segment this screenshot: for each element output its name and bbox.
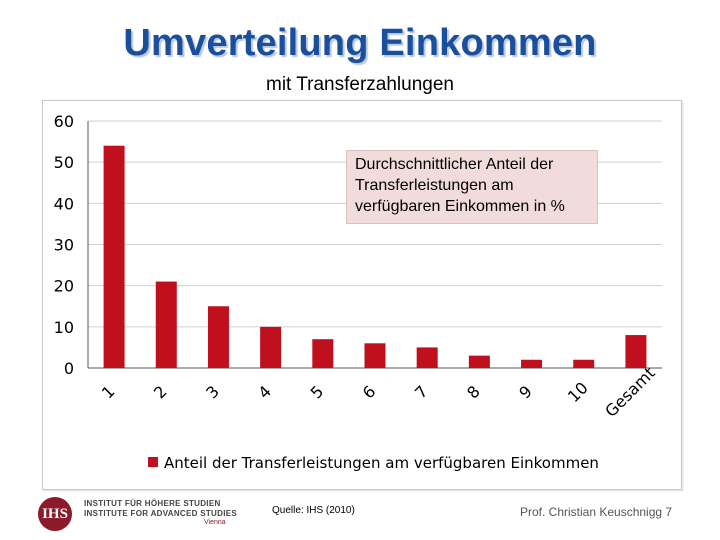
- bar-8: [468, 355, 490, 368]
- x-tick-label-2: 2: [150, 382, 171, 403]
- annotation-line-2: Transferleistungen am: [355, 177, 514, 194]
- bar-10: [573, 359, 595, 368]
- legend-label: Anteil der Transferleistungen am verfügb…: [164, 454, 599, 472]
- bar-3: [207, 306, 229, 368]
- bar-2: [155, 281, 177, 368]
- bar-1: [103, 145, 125, 368]
- y-tick-label-40: 40: [54, 194, 74, 213]
- slide-subtitle: mit Transferzahlungen: [266, 74, 454, 95]
- source-note: Quelle: IHS (2010): [272, 505, 355, 516]
- x-tick-label-3: 3: [202, 382, 223, 403]
- y-tick-label-30: 30: [54, 236, 74, 255]
- x-tick-label-10: 10: [564, 378, 592, 406]
- bar-6: [364, 343, 386, 368]
- bar-Gesamt: [625, 335, 647, 368]
- annotation-line-1: Durchschnittlicher Anteil der: [355, 156, 554, 173]
- annotation-line-3: verfügbaren Einkommen in %: [355, 198, 565, 215]
- bar-7: [416, 347, 438, 368]
- y-tick-label-10: 10: [54, 318, 74, 337]
- y-tick-label-60: 60: [54, 112, 74, 131]
- ihs-logo: IHS INSTITUT FÜR HÖHERE STUDIEN INSTITUT…: [38, 495, 238, 531]
- logo-city: Vienna: [204, 519, 226, 526]
- x-tick-label-4: 4: [254, 382, 275, 403]
- bar-4: [260, 326, 282, 368]
- x-tick-label-5: 5: [307, 382, 328, 403]
- logo-text: INSTITUT FÜR HÖHERE STUDIEN INSTITUTE FO…: [84, 499, 237, 519]
- x-tick-label-Gesamt: Gesamt: [601, 363, 658, 420]
- bar-5: [312, 339, 334, 368]
- author-page: Prof. Christian Keuschnigg 7: [520, 505, 673, 519]
- x-tick-label-6: 6: [359, 382, 380, 403]
- x-tick-label-8: 8: [463, 382, 484, 403]
- logo-line-2: INSTITUTE FOR ADVANCED STUDIES: [84, 509, 238, 518]
- logo-line-1: INSTITUT FÜR HÖHERE STUDIEN: [84, 499, 221, 508]
- logo-emblem: IHS: [38, 497, 72, 531]
- x-tick-label-9: 9: [515, 382, 536, 403]
- x-tick-label-1: 1: [98, 382, 119, 403]
- chart-annotation: Durchschnittlicher Anteil der Transferle…: [346, 150, 598, 224]
- slide-title: Umverteilung Einkommen: [123, 22, 597, 64]
- bar-9: [521, 359, 543, 368]
- y-tick-label-0: 0: [64, 359, 74, 378]
- legend-swatch: [148, 457, 158, 467]
- x-tick-label-7: 7: [411, 382, 432, 403]
- y-tick-label-50: 50: [54, 153, 74, 172]
- y-tick-label-20: 20: [54, 277, 74, 296]
